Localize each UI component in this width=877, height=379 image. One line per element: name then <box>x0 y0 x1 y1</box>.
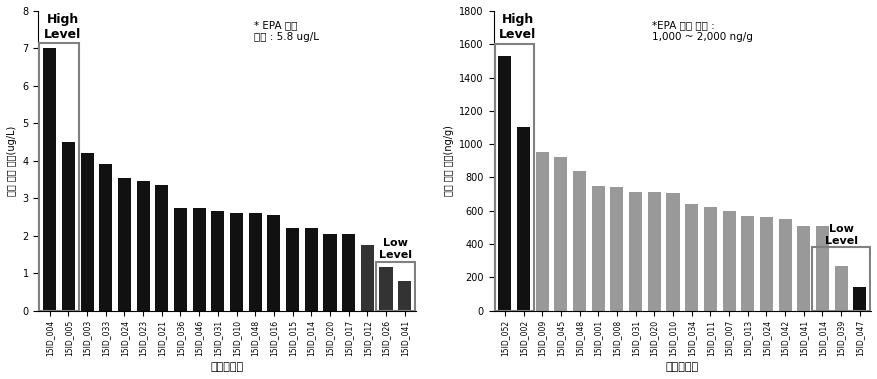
Bar <box>267 215 280 310</box>
Bar <box>118 178 131 310</box>
Text: High
Level: High Level <box>499 13 536 41</box>
Bar <box>323 234 336 310</box>
Bar <box>286 228 299 310</box>
Bar <box>647 193 660 310</box>
Bar <box>155 185 168 310</box>
Bar <box>174 208 187 310</box>
Bar <box>248 213 261 310</box>
Bar <box>192 208 205 310</box>
Bar <box>230 213 243 310</box>
Bar <box>628 191 641 310</box>
Text: * EPA 권고
기준 : 5.8 ug/L: * EPA 권고 기준 : 5.8 ug/L <box>253 20 318 42</box>
Bar <box>740 216 753 310</box>
Bar <box>81 153 94 310</box>
Bar <box>666 193 679 310</box>
X-axis label: 실험대상자: 실험대상자 <box>665 362 698 372</box>
Bar <box>759 217 772 310</box>
Bar <box>304 228 317 310</box>
X-axis label: 실험대상자: 실험대상자 <box>210 362 244 372</box>
Bar <box>379 268 392 310</box>
Bar <box>61 142 75 310</box>
Bar <box>360 245 374 310</box>
Bar <box>815 226 828 310</box>
Bar <box>342 234 355 310</box>
Bar <box>553 157 567 310</box>
Bar <box>498 56 510 310</box>
Text: *EPA 권고 기준 :
1,000 ~ 2,000 ng/g: *EPA 권고 기준 : 1,000 ~ 2,000 ng/g <box>652 20 752 42</box>
Bar <box>684 204 697 310</box>
Bar <box>211 211 225 310</box>
Text: High
Level: High Level <box>44 13 82 41</box>
Bar <box>722 211 735 310</box>
Bar <box>610 187 623 310</box>
Bar <box>99 164 112 310</box>
Bar <box>834 266 846 310</box>
Bar <box>852 287 866 310</box>
Bar <box>703 207 717 310</box>
Bar <box>137 181 149 310</box>
Y-axis label: 모발 수은 농도(ng/g): 모발 수은 농도(ng/g) <box>443 125 453 196</box>
Bar <box>517 127 530 310</box>
Bar <box>535 152 548 310</box>
Bar <box>43 49 56 310</box>
Bar <box>591 186 604 310</box>
Y-axis label: 혁액 수은 농도(ug/L): 혁액 수은 농도(ug/L) <box>7 125 17 196</box>
Bar <box>573 171 586 310</box>
Text: Low
Level: Low Level <box>379 238 411 260</box>
Bar <box>778 219 791 310</box>
Bar <box>796 226 809 310</box>
Bar <box>397 280 410 310</box>
Text: Low
Level: Low Level <box>824 224 857 246</box>
